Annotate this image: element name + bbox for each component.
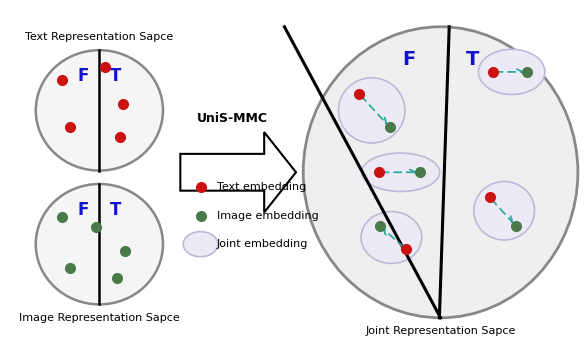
Text: Text embedding: Text embedding (217, 182, 306, 192)
Ellipse shape (36, 184, 163, 305)
Ellipse shape (339, 78, 405, 143)
Ellipse shape (303, 27, 578, 318)
Ellipse shape (183, 232, 218, 257)
Text: F: F (402, 50, 415, 69)
Ellipse shape (479, 49, 545, 95)
Text: UniS-MMC: UniS-MMC (197, 113, 268, 125)
Text: T: T (466, 50, 479, 69)
Text: F: F (78, 67, 89, 85)
Polygon shape (181, 132, 296, 212)
Text: Image Representation Sapce: Image Representation Sapce (19, 313, 180, 323)
Text: Joint embedding: Joint embedding (217, 239, 308, 249)
Text: T: T (110, 67, 121, 85)
Ellipse shape (474, 182, 534, 240)
Text: F: F (78, 201, 89, 219)
Ellipse shape (361, 212, 422, 263)
Ellipse shape (36, 50, 163, 171)
Text: T: T (110, 201, 121, 219)
Text: Image embedding: Image embedding (217, 211, 319, 221)
Text: Joint Representation Sapce: Joint Representation Sapce (365, 326, 516, 336)
Text: Text Representation Sapce: Text Representation Sapce (25, 32, 173, 42)
Ellipse shape (362, 153, 440, 192)
